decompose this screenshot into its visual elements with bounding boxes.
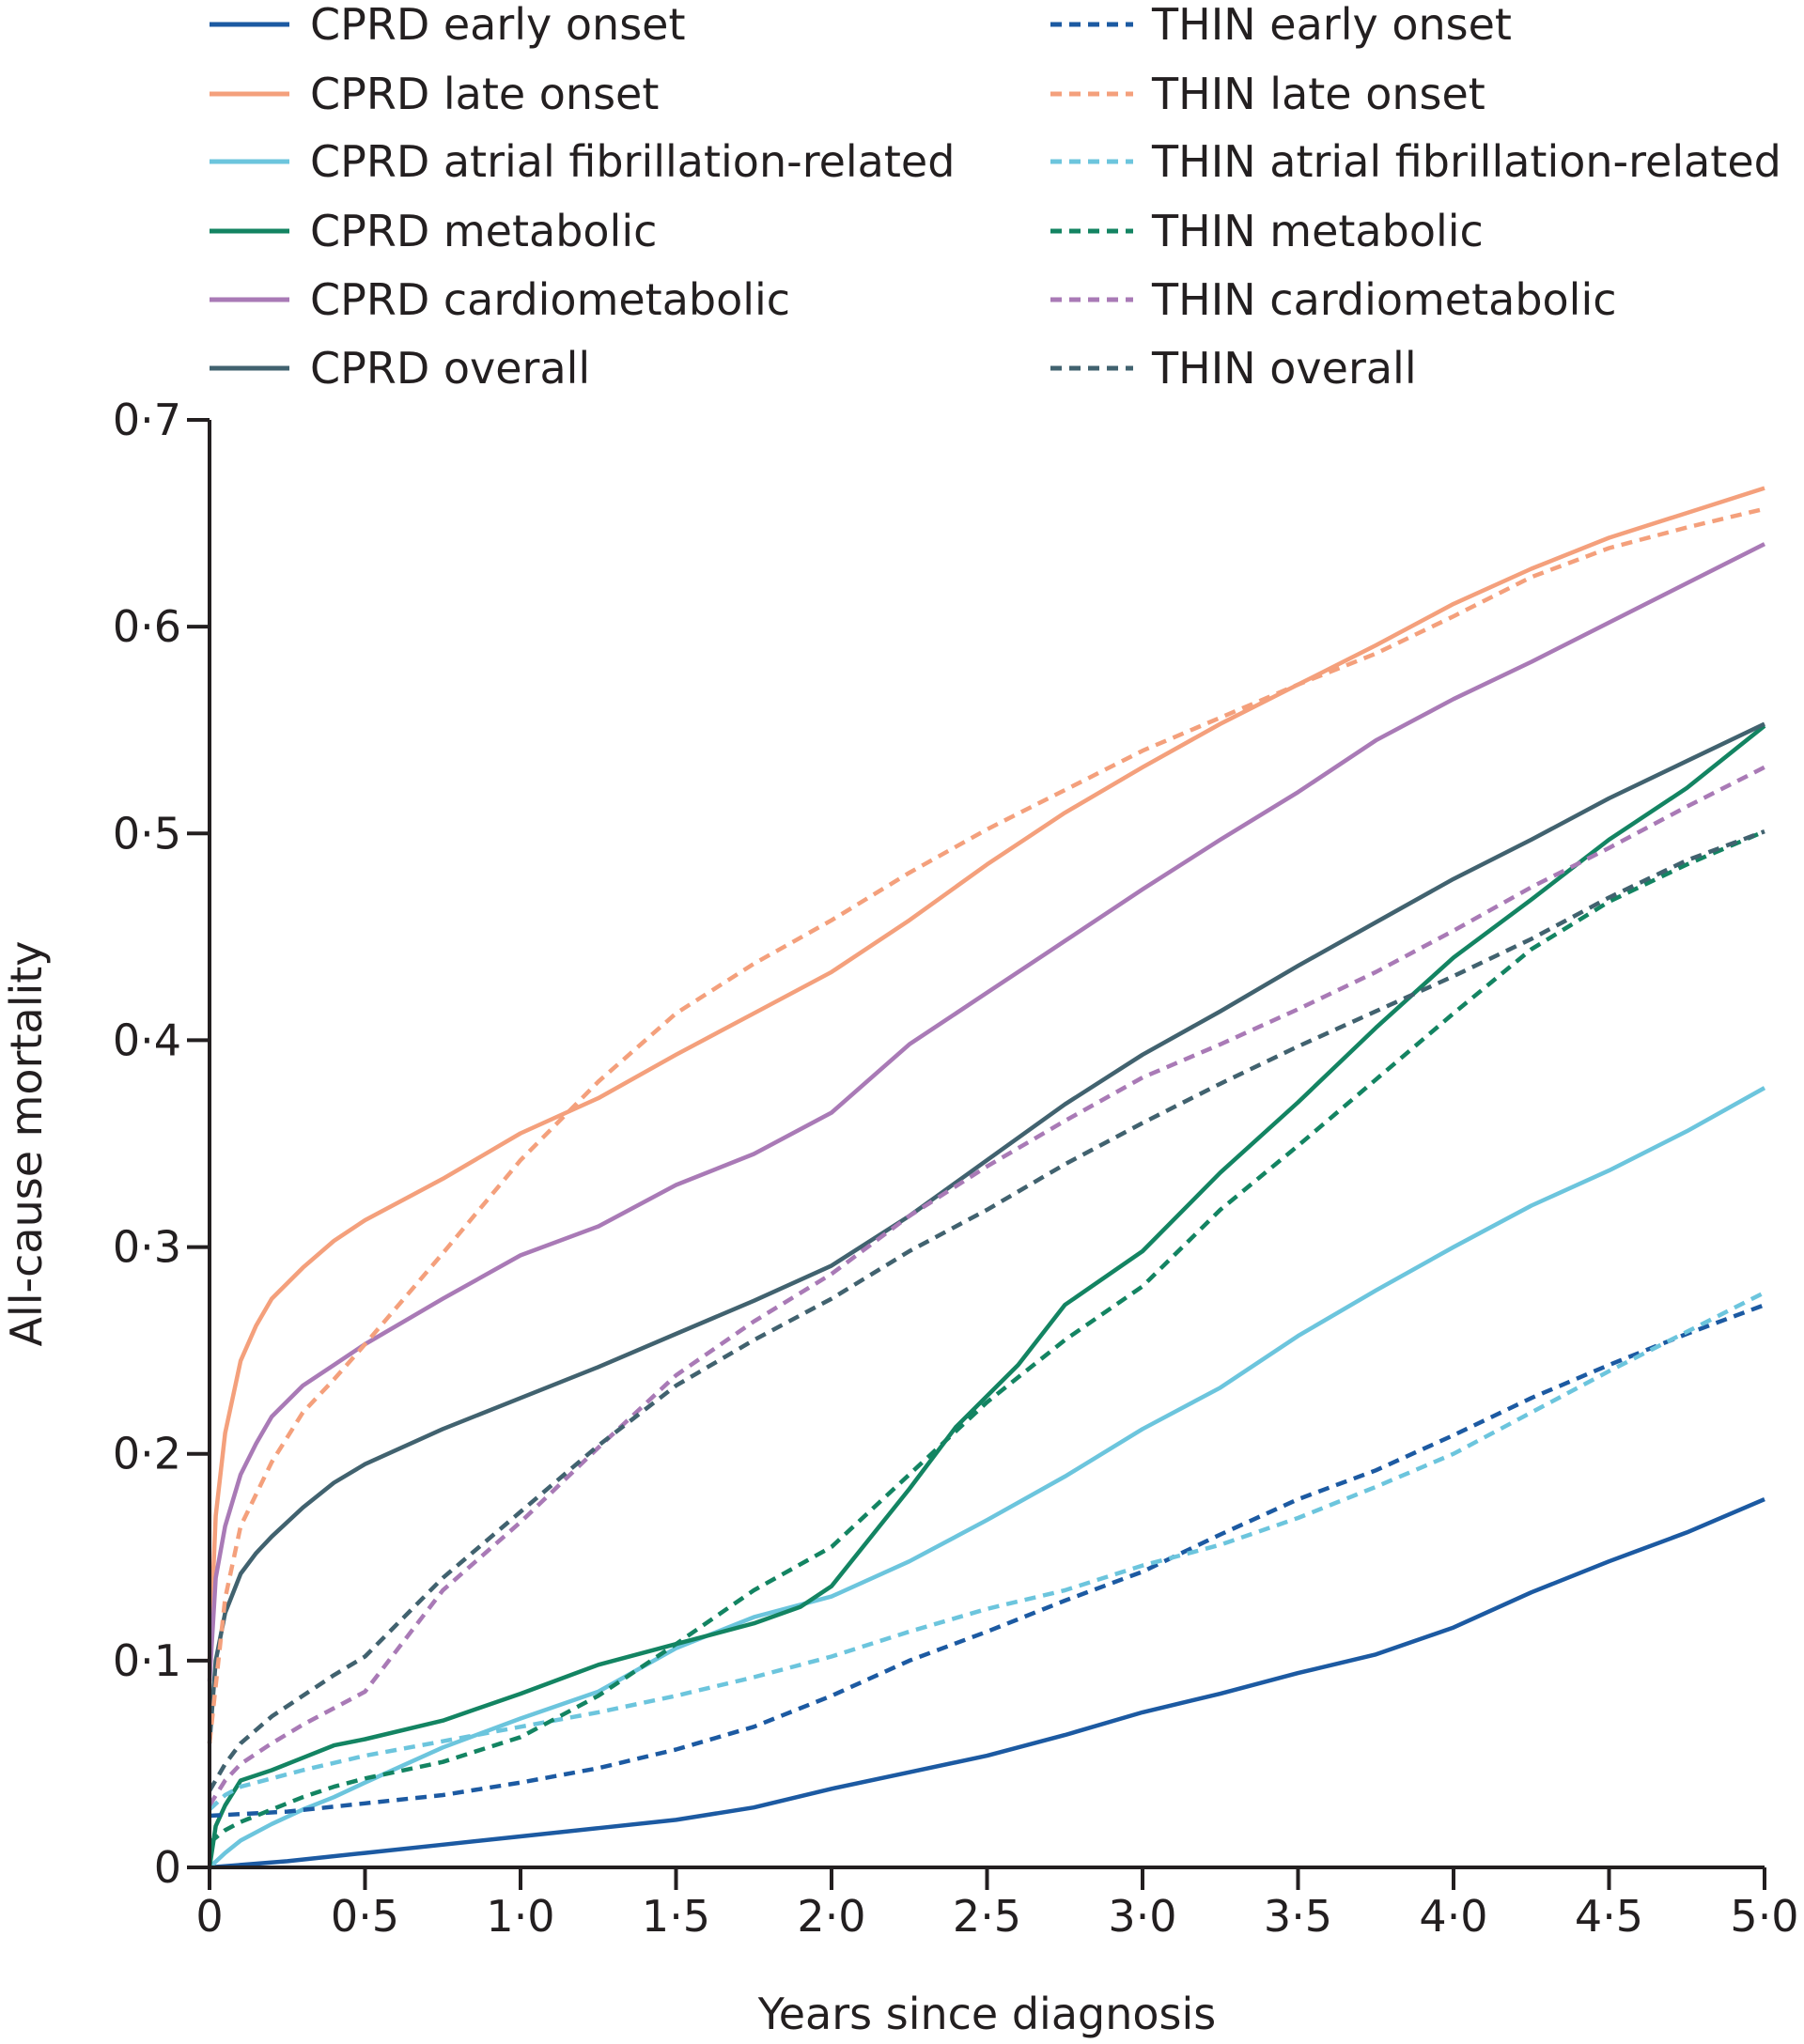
- x-tick-label: 0·5: [331, 1891, 399, 1942]
- x-tick-label: 3·0: [1108, 1891, 1176, 1942]
- y-tick-label: 0·1: [113, 1635, 181, 1686]
- y-axis-title: All-cause mortality: [1, 940, 52, 1346]
- x-axis-title: Years since diagnosis: [757, 1989, 1216, 2039]
- legend-label: THIN early onset: [1151, 0, 1512, 50]
- legend: CPRD early onset CPRD late onset CPRD atri…: [210, 0, 1781, 394]
- y-tick-label: 0·2: [113, 1429, 181, 1479]
- legend-label: CPRD overall: [310, 343, 590, 394]
- legend-label: THIN atrial fibrillation-related: [1151, 136, 1781, 187]
- legend-label: CPRD metabolic: [310, 206, 657, 256]
- y-tick-label: 0·3: [113, 1222, 181, 1273]
- legend-item-cprd-cardiometabolic: CPRD cardiometabolic: [210, 274, 790, 325]
- axes: [208, 420, 1765, 1869]
- series-line-thin-late-onset: [207, 506, 1765, 1744]
- series-lines: [207, 486, 1766, 1870]
- legend-item-cprd-metabolic: CPRD metabolic: [210, 206, 657, 256]
- y-tick-label: 0·5: [113, 808, 181, 859]
- y-tick-label: 0·6: [113, 601, 181, 652]
- legend-label: THIN overall: [1151, 343, 1417, 394]
- x-tick-label: 2·0: [797, 1891, 865, 1942]
- legend-label: CPRD late onset: [310, 69, 659, 119]
- legend-item-thin-cardiometabolic: THIN cardiometabolic: [1050, 274, 1617, 325]
- series-line-cprd-early-onset: [209, 1497, 1765, 1870]
- series-line-thin-overall: [208, 828, 1765, 1792]
- legend-item-cprd-early-onset: CPRD early onset: [210, 0, 686, 50]
- series-line-cprd-metabolic: [207, 724, 1766, 1868]
- series-line-thin-metabolic: [208, 829, 1765, 1845]
- series-line-cprd-late-onset: [207, 486, 1765, 1661]
- y-tick-label: 0·7: [113, 395, 181, 445]
- legend-item-thin-atrial-fibrillation-related: THIN atrial fibrillation-related: [1050, 136, 1781, 187]
- legend-label: CPRD atrial fibrillation-related: [310, 136, 955, 187]
- x-tick-label: 3·5: [1264, 1891, 1332, 1942]
- legend-item-cprd-atrial-fibrillation-related: CPRD atrial fibrillation-related: [210, 136, 955, 187]
- legend-item-thin-overall: THIN overall: [1050, 343, 1417, 394]
- y-tick-label: 0·4: [113, 1014, 181, 1065]
- x-tick-label: 4·5: [1575, 1891, 1643, 1942]
- x-tick-label: 5·0: [1730, 1891, 1798, 1942]
- legend-label: CPRD early onset: [310, 0, 686, 50]
- legend-item-cprd-overall: CPRD overall: [210, 343, 590, 394]
- series-line-cprd-overall: [207, 721, 1765, 1744]
- x-tick-label: 2·5: [953, 1891, 1021, 1942]
- legend-item-cprd-late-onset: CPRD late onset: [210, 69, 659, 119]
- legend-item-thin-metabolic: THIN metabolic: [1050, 206, 1484, 256]
- y-ticks: 0 0·1 0·2 0·3 0·4 0·5 0·6 0·7: [113, 395, 210, 1893]
- x-tick-label: 1·0: [486, 1891, 554, 1942]
- legend-label: THIN cardiometabolic: [1151, 274, 1617, 325]
- x-tick-label: 1·5: [642, 1891, 710, 1942]
- legend-item-thin-early-onset: THIN early onset: [1050, 0, 1512, 50]
- legend-label: CPRD cardiometabolic: [310, 274, 790, 325]
- series-line-cprd-cardiometabolic: [207, 542, 1766, 1682]
- y-tick-label: 0: [154, 1842, 181, 1893]
- x-ticks: 0 0·5 1·0 1·5 2·0 2·5 3·0 3·5 4·0 4·5 5·0: [195, 1867, 1799, 1942]
- series-line-cprd-atrial-fibrillation-related: [208, 1086, 1766, 1869]
- legend-item-thin-late-onset: THIN late onset: [1050, 69, 1485, 119]
- legend-label: THIN metabolic: [1151, 206, 1484, 256]
- series-line-thin-atrial-fibrillation-related: [208, 1290, 1766, 1812]
- series-line-thin-cardiometabolic: [208, 765, 1766, 1807]
- x-tick-label: 0: [195, 1891, 223, 1942]
- x-tick-label: 4·0: [1419, 1891, 1487, 1942]
- legend-label: THIN late onset: [1151, 69, 1485, 119]
